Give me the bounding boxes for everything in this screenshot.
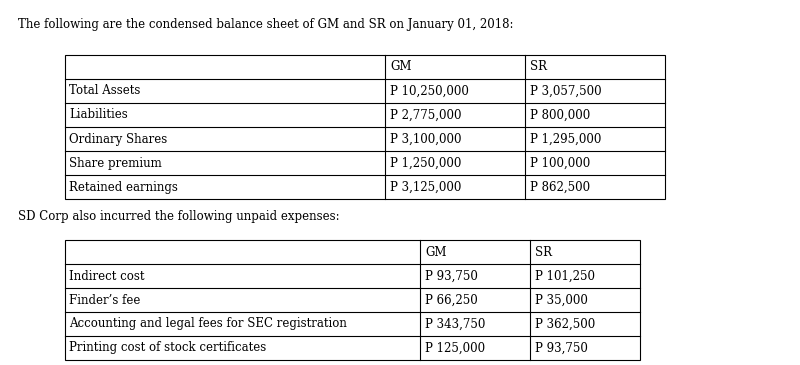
Text: P 862,500: P 862,500	[530, 181, 590, 193]
Text: Finder’s fee: Finder’s fee	[69, 293, 140, 307]
Text: P 125,000: P 125,000	[425, 342, 485, 354]
Text: P 3,100,000: P 3,100,000	[390, 132, 462, 146]
Text: P 1,250,000: P 1,250,000	[390, 157, 462, 169]
Text: Liabilities: Liabilities	[69, 108, 128, 122]
Text: P 362,500: P 362,500	[535, 318, 595, 330]
Text: Retained earnings: Retained earnings	[69, 181, 178, 193]
Text: Share premium: Share premium	[69, 157, 162, 169]
Text: P 66,250: P 66,250	[425, 293, 478, 307]
Text: P 100,000: P 100,000	[530, 157, 590, 169]
Text: P 2,775,000: P 2,775,000	[390, 108, 462, 122]
Text: P 3,057,500: P 3,057,500	[530, 85, 602, 97]
Text: P 10,250,000: P 10,250,000	[390, 85, 469, 97]
Text: Printing cost of stock certificates: Printing cost of stock certificates	[69, 342, 266, 354]
Text: P 800,000: P 800,000	[530, 108, 590, 122]
Text: Total Assets: Total Assets	[69, 85, 140, 97]
Text: The following are the condensed balance sheet of GM and SR on January 01, 2018:: The following are the condensed balance …	[18, 18, 514, 31]
Text: P 93,750: P 93,750	[425, 269, 478, 283]
Bar	[65, 240, 640, 360]
Text: SR: SR	[535, 246, 552, 258]
Text: GM: GM	[390, 61, 411, 73]
Text: Accounting and legal fees for SEC registration: Accounting and legal fees for SEC regist…	[69, 318, 347, 330]
Text: P 101,250: P 101,250	[535, 269, 595, 283]
Text: P 93,750: P 93,750	[535, 342, 588, 354]
Text: SD Corp also incurred the following unpaid expenses:: SD Corp also incurred the following unpa…	[18, 210, 340, 223]
Text: Ordinary Shares: Ordinary Shares	[69, 132, 167, 146]
Text: P 35,000: P 35,000	[535, 293, 588, 307]
Text: Indirect cost: Indirect cost	[69, 269, 145, 283]
Bar	[65, 55, 665, 199]
Text: SR: SR	[530, 61, 547, 73]
Text: P 343,750: P 343,750	[425, 318, 486, 330]
Text: P 3,125,000: P 3,125,000	[390, 181, 462, 193]
Text: P 1,295,000: P 1,295,000	[530, 132, 602, 146]
Text: GM: GM	[425, 246, 446, 258]
